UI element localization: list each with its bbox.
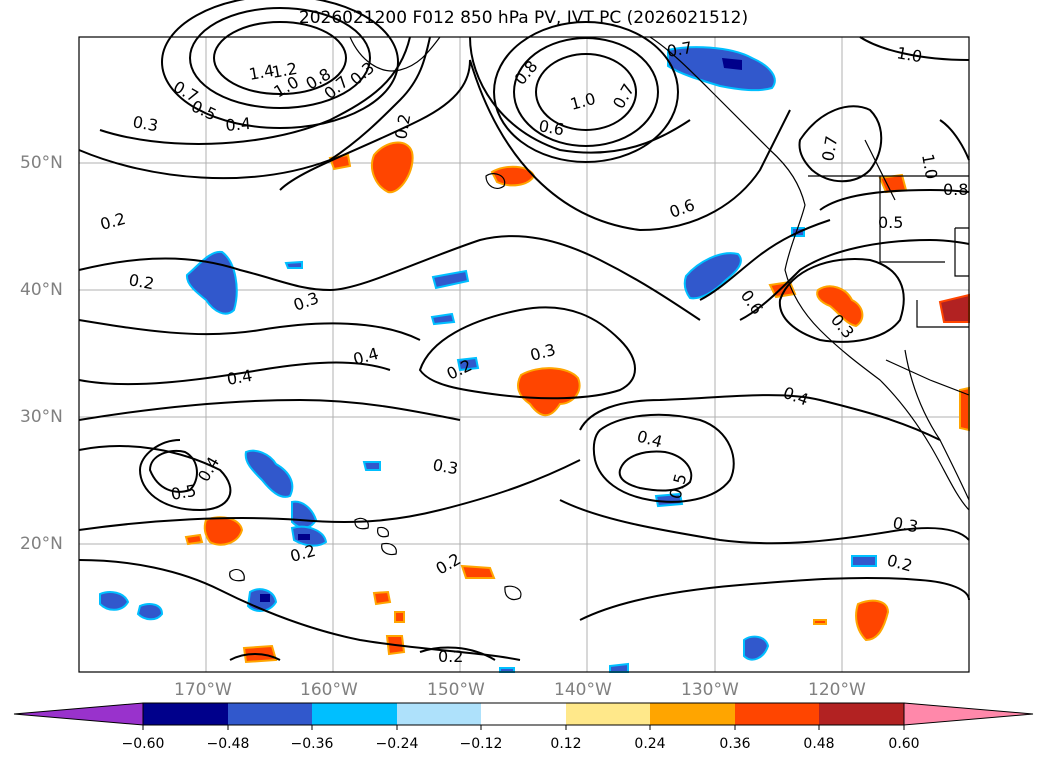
- contour-label: 0.4: [225, 366, 253, 389]
- colorbar-segment: [735, 703, 819, 725]
- colorbar-tick: −0.36: [290, 736, 334, 752]
- contour-label: 0.4: [225, 114, 252, 135]
- lat-label-50n: 50°N: [20, 153, 63, 173]
- contour-label: 0.5: [169, 481, 197, 504]
- colorbar-extend-low: [13, 702, 144, 726]
- colorbar-segment: [228, 703, 312, 725]
- lon-label-170w: 170°W: [174, 680, 232, 700]
- lon-label-140w: 140°W: [554, 680, 612, 700]
- contour-label: 1.0: [918, 152, 941, 180]
- colorbar-tick: −0.48: [206, 736, 250, 752]
- contour-label: 1.4: [247, 61, 275, 84]
- contour-label: 1.2: [270, 59, 298, 82]
- map-title: 2026021200 F012 850 hPa PV, IVT PC (2026…: [298, 8, 749, 28]
- contour-label: 0.5: [878, 213, 903, 232]
- contour-label: 0.2: [438, 647, 463, 666]
- islands: [229, 173, 522, 601]
- contour-label: 1.0: [895, 43, 923, 66]
- colorbar-tick: −0.60: [121, 736, 165, 752]
- contour-label: 0.2: [127, 270, 155, 293]
- colorbar-tick: 0.12: [550, 736, 582, 752]
- coastlines: [349, 36, 970, 511]
- colorbar-segment: [566, 703, 650, 725]
- colorbar-segment: [481, 703, 566, 725]
- colorbar-tick: 0.24: [634, 736, 666, 752]
- colorbar-segment: [312, 703, 397, 725]
- lat-label-30n: 30°N: [20, 407, 63, 427]
- colorbar-segment: [397, 703, 481, 725]
- colorbar-tick: 0.48: [803, 736, 835, 752]
- gridlines: [79, 37, 969, 672]
- colorbar-tick: 0.60: [888, 736, 920, 752]
- ivt-negative-patches: [99, 46, 877, 673]
- contour-label: 0.7: [665, 38, 693, 61]
- lon-label-160w: 160°W: [300, 680, 358, 700]
- map-frame: [78, 36, 970, 673]
- colorbar-extend-high: [903, 702, 1034, 726]
- lon-label-120w: 120°W: [808, 680, 866, 700]
- colorbar-tick: −0.24: [375, 736, 419, 752]
- lon-label-130w: 130°W: [681, 680, 739, 700]
- contour-label: 0.7: [818, 134, 841, 162]
- colorbar-frame: [142, 702, 905, 726]
- colorbar-tick: 0.36: [719, 736, 751, 752]
- colorbar-segment: [819, 703, 904, 725]
- colorbar-segment: [143, 703, 228, 725]
- contour-label: 0.3: [891, 513, 919, 536]
- lat-label-20n: 20°N: [20, 534, 63, 554]
- ivt-positive-patches: [184, 141, 970, 664]
- contour-label: 0.8: [943, 180, 968, 199]
- pv-contours: [78, 0, 970, 661]
- contour-label: 0.3: [431, 455, 459, 478]
- colorbar-segment: [650, 703, 735, 725]
- lon-label-150w: 150°W: [427, 680, 485, 700]
- contour-label: 0.6: [537, 116, 565, 139]
- map-area: 1.4 1.2 1.0 0.8 0.7 0.7 0.5 0.4 0.3 0.3 …: [78, 0, 970, 673]
- colorbar: [13, 702, 1034, 730]
- contour-label: 0.2: [391, 112, 414, 140]
- lat-label-40n: 40°N: [20, 280, 63, 300]
- contour-label: 0.3: [131, 112, 159, 135]
- colorbar-tick: −0.12: [459, 736, 503, 752]
